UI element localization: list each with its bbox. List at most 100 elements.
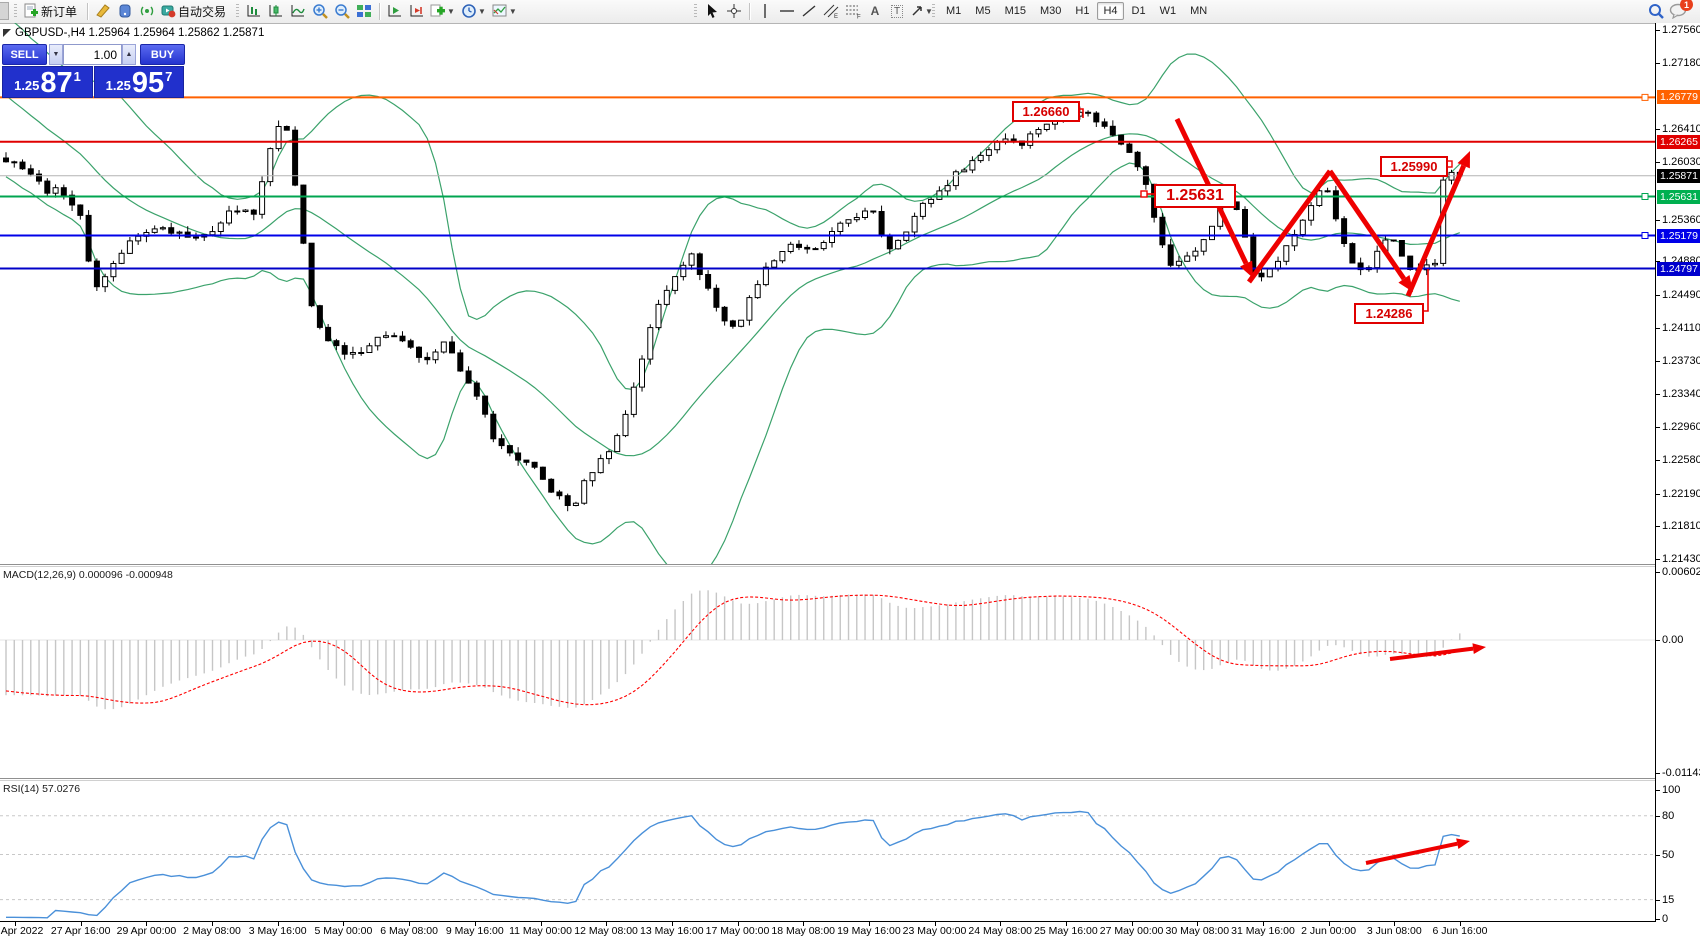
time-tick — [80, 922, 82, 926]
buy-button[interactable]: BUY — [140, 44, 185, 65]
time-tick — [1263, 922, 1264, 926]
crosshair-button[interactable] — [724, 1, 744, 21]
dropdown-caret-icon: ▼ — [508, 6, 517, 16]
equidistant-channel-button[interactable]: E — [821, 1, 841, 21]
timeframe-h4[interactable]: H4 — [1097, 2, 1124, 20]
dropdown-caret-icon: ▼ — [447, 6, 455, 16]
price-tag: 1.25631 — [1657, 189, 1700, 204]
chart-shift-button[interactable] — [407, 1, 427, 21]
annotation-price-label[interactable]: 1.26660 — [1012, 101, 1080, 122]
new-order-label: 新订单 — [41, 4, 78, 19]
templates-button[interactable]: ▼ — [491, 1, 520, 21]
bollinger-upper-band — [14, 23, 1461, 391]
fibonacci-button[interactable]: F — [843, 1, 863, 21]
timeframe-d1[interactable]: D1 — [1131, 5, 1146, 17]
line-chart-button[interactable] — [288, 1, 308, 21]
text-label-icon: T — [890, 4, 904, 18]
notification-badge[interactable]: 1 — [1680, 0, 1693, 11]
tile-windows-button[interactable] — [354, 1, 374, 21]
macd-panel[interactable] — [0, 567, 1655, 778]
new-order-button[interactable]: 新订单 — [22, 1, 82, 21]
panel-separator[interactable] — [0, 564, 1655, 567]
timeframe-m1[interactable]: M1 — [946, 5, 962, 17]
tile-windows-icon — [356, 3, 372, 19]
one-click-collapse-icon[interactable] — [3, 29, 11, 37]
signals-button[interactable] — [137, 1, 157, 21]
time-tick — [803, 922, 805, 926]
axis-tick — [1656, 30, 1660, 31]
time-label: 30 May 08:00 — [1165, 925, 1230, 937]
time-label: 9 May 16:00 — [445, 925, 504, 937]
bar-chart-button[interactable] — [244, 1, 264, 21]
volume-increment-button[interactable]: ▲ — [122, 44, 136, 65]
timeframe-m15[interactable]: M15 — [1004, 5, 1026, 17]
time-tick — [474, 922, 476, 926]
horizontal-line-button[interactable] — [777, 1, 797, 21]
annotation-price-label[interactable]: 1.25990 — [1380, 156, 1448, 177]
zoom-out-button[interactable] — [332, 1, 352, 21]
fibonacci-icon: F — [845, 3, 862, 19]
sell-price-panel[interactable]: 1.25 87 1 — [2, 66, 93, 98]
annotation-price-label[interactable]: 1.24286 — [1354, 303, 1424, 324]
indicators-icon — [430, 3, 446, 19]
timeframe-m30[interactable]: M30 — [1039, 5, 1062, 17]
volume-decrement-button[interactable]: ▼ — [49, 44, 63, 65]
axis-tick — [1656, 162, 1660, 164]
chat-button[interactable]: 1 — [1668, 0, 1693, 21]
time-tick — [343, 922, 345, 926]
one-click-trading-panel: SELL ▼ ▲ BUY 1.25 87 1 1.25 95 7 — [2, 44, 185, 98]
rsi-panel[interactable] — [0, 781, 1655, 921]
toolbar-separator — [749, 2, 750, 20]
arrows-button[interactable]: ▼ — [909, 1, 936, 21]
main-chart-panel[interactable] — [0, 23, 1655, 564]
time-label: 2 Jun 00:00 — [1301, 925, 1357, 937]
candlestick-chart-button[interactable] — [266, 1, 286, 21]
search-button[interactable] — [1646, 1, 1666, 21]
crosshair-icon — [726, 3, 742, 19]
time-axis[interactable]: 26 Apr 2022 27 Apr 16:00 29 Apr 00:00 2 May… — [0, 921, 1655, 939]
chart-title: GBPUSD-,H4 1.25964 1.25964 1.25862 1.258… — [15, 27, 265, 39]
mobile-app-button[interactable] — [115, 1, 135, 21]
auto-scroll-button[interactable] — [385, 1, 405, 21]
trendline-button[interactable] — [799, 1, 819, 21]
time-tick — [1394, 922, 1396, 926]
rsi-tick-label: 100 — [1662, 784, 1681, 796]
metaeditor-button[interactable] — [93, 1, 113, 21]
time-tick — [409, 922, 411, 926]
timeframe-h1[interactable]: H1 — [1075, 5, 1090, 17]
arrows-icon — [910, 4, 924, 18]
cursor-button[interactable] — [702, 1, 722, 21]
annotation-price-label[interactable]: 1.25631 — [1154, 184, 1236, 208]
text-label-button[interactable]: T — [887, 1, 907, 21]
time-label: 3 Jun 08:00 — [1366, 925, 1422, 937]
price-tick-label: 1.21430 — [1662, 553, 1700, 565]
macd-layers — [0, 590, 1655, 710]
price-axis[interactable]: 1.275601.271801.264101.260301.253601.248… — [1655, 23, 1700, 925]
timeframe-m5[interactable]: M5 — [975, 5, 991, 17]
rsi-tick-label: 15 — [1662, 893, 1675, 906]
zoom-out-icon — [334, 3, 351, 20]
macd-tick-label: 0.006028 — [1662, 566, 1700, 578]
panel-separator[interactable] — [0, 778, 1655, 781]
autotrading-button[interactable]: 自动交易 — [159, 1, 231, 21]
equidistant-channel-icon: E — [823, 3, 840, 19]
sell-button[interactable]: SELL — [2, 44, 47, 65]
horizontal-line-icon — [779, 4, 795, 18]
vertical-line-button[interactable] — [755, 1, 775, 21]
text-button[interactable]: A — [865, 1, 885, 21]
volume-input[interactable] — [63, 44, 122, 65]
indicators-button[interactable]: ▼ — [429, 1, 458, 21]
time-tick — [1460, 922, 1461, 926]
candlestick-chart-icon — [268, 3, 284, 19]
rsi-tick-label: 50 — [1662, 848, 1675, 861]
axis-tick — [1656, 219, 1660, 221]
buy-price-panel[interactable]: 1.25 95 7 — [94, 66, 184, 98]
timeframe-w1[interactable]: W1 — [1159, 5, 1177, 17]
zoom-in-button[interactable] — [310, 1, 330, 21]
macd-signal-line — [5, 594, 1460, 706]
timeframe-mn[interactable]: MN — [1190, 5, 1208, 17]
toolbar-separator — [379, 2, 381, 20]
time-tick — [277, 922, 279, 926]
periods-button[interactable]: ▼ — [460, 1, 489, 21]
